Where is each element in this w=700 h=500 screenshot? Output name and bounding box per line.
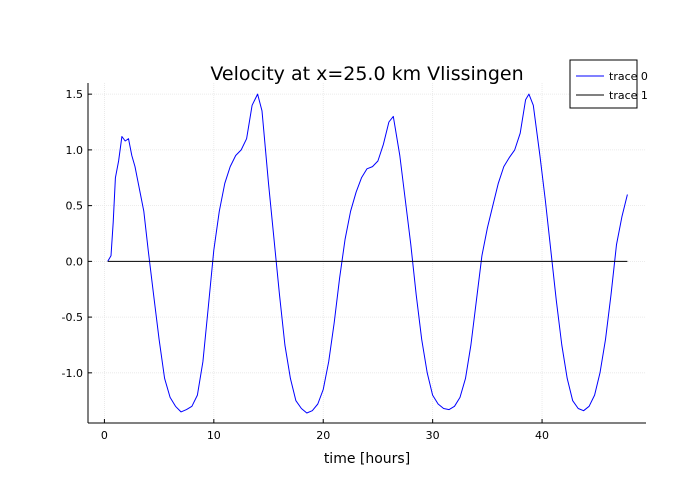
x-tick-label: 0 (101, 429, 108, 442)
legend-label-trace-0: trace 0 (609, 70, 648, 83)
y-tick-label: -0.5 (62, 311, 83, 324)
legend: trace 0 trace 1 (569, 59, 648, 109)
x-tick-label: 40 (535, 429, 549, 442)
x-axis-label: time [hours] (324, 451, 410, 467)
y-tick-label: 1.0 (66, 144, 84, 157)
x-tick-label: 10 (207, 429, 221, 442)
x-ticks: 0 10 20 30 40 (101, 419, 549, 442)
y-tick-label: -1.0 (62, 367, 83, 380)
x-tick-label: 20 (316, 429, 330, 442)
x-tick-label: 30 (426, 429, 440, 442)
y-ticks: -1.0 -0.5 0.0 0.5 1.0 1.5 (62, 88, 92, 380)
legend-box (569, 59, 638, 109)
grid (88, 83, 646, 423)
chart-title: Velocity at x=25.0 km Vlissingen (210, 63, 523, 85)
series-line-trace-0 (107, 93, 628, 414)
y-tick-label: 0.0 (66, 255, 84, 268)
y-tick-label: 1.5 (66, 88, 84, 101)
legend-label-trace-1: trace 1 (609, 89, 648, 102)
y-tick-label: 0.5 (66, 200, 84, 213)
axes (87, 83, 646, 424)
series-layer (107, 93, 628, 414)
